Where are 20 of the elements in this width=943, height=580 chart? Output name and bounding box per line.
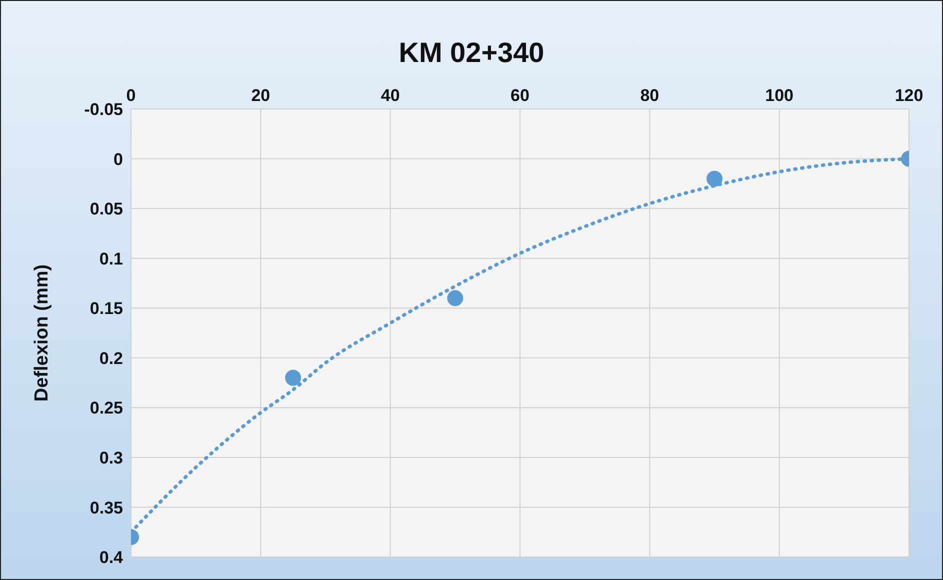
y-tick-label: 0.25	[90, 398, 123, 418]
x-tick-label: 100	[765, 86, 794, 105]
y-axis-title: Deflexion (mm)	[32, 264, 53, 402]
y-tick-label: 0.35	[90, 498, 123, 518]
point	[447, 290, 464, 306]
y-tick-label: 0.05	[90, 200, 123, 219]
y-tick-label: -0.05	[84, 100, 123, 120]
y-tick-label: 0.15	[90, 299, 123, 318]
chart-title: KM 02+340	[398, 37, 546, 69]
x-tick-label: 0	[126, 86, 136, 105]
x-tick-label: 120	[894, 86, 924, 105]
x-tick-label: 60	[510, 86, 530, 105]
x-tick-label: 40	[380, 86, 400, 105]
x-tick-label: 20	[251, 86, 270, 105]
x-tick-label: 80	[640, 86, 660, 105]
y-tick-label: 0.1	[99, 249, 123, 268]
y-tick-label: 0.4	[99, 548, 124, 568]
y-tick-label: 0	[114, 150, 123, 169]
y-tick-label: 0.2	[99, 348, 123, 368]
y-tick-label: 0.3	[99, 448, 123, 468]
